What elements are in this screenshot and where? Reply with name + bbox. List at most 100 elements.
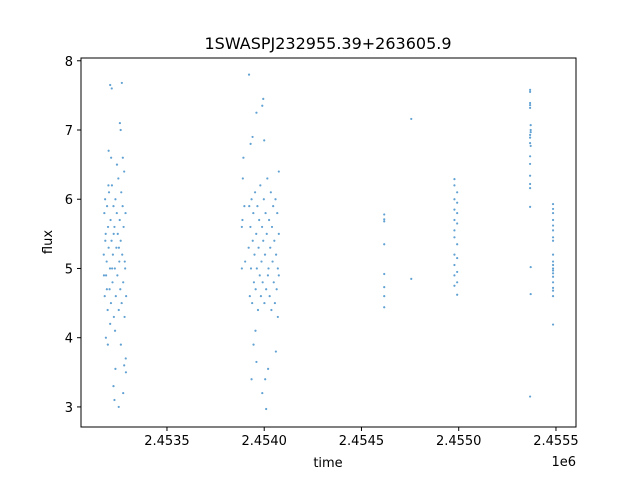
x-offset-label: 1e6 bbox=[551, 455, 576, 470]
data-point bbox=[115, 246, 118, 249]
data-point bbox=[255, 267, 258, 270]
data-point bbox=[119, 343, 122, 346]
data-point bbox=[453, 274, 456, 277]
data-point bbox=[272, 281, 275, 284]
y-tick-label: 8 bbox=[65, 55, 73, 70]
data-point bbox=[277, 170, 280, 173]
data-point bbox=[265, 407, 268, 411]
data-point bbox=[262, 239, 265, 242]
data-point bbox=[269, 246, 272, 249]
data-point bbox=[249, 225, 252, 229]
data-point bbox=[269, 191, 272, 194]
data-point bbox=[104, 198, 107, 201]
data-point bbox=[106, 343, 109, 346]
data-point bbox=[528, 155, 532, 158]
data-point bbox=[276, 267, 279, 270]
data-point bbox=[124, 211, 127, 215]
data-point bbox=[551, 202, 555, 206]
data-point bbox=[551, 281, 555, 284]
data-point bbox=[248, 295, 251, 298]
data-point bbox=[102, 274, 106, 277]
data-point bbox=[105, 288, 108, 291]
chart-title: 1SWASPJ232955.39+263605.9 bbox=[204, 34, 451, 53]
y-tick-label: 7 bbox=[65, 124, 73, 139]
data-point bbox=[255, 111, 258, 114]
data-point bbox=[456, 201, 459, 204]
data-point bbox=[551, 253, 555, 256]
data-point bbox=[263, 253, 267, 256]
data-point bbox=[118, 218, 121, 222]
data-point bbox=[114, 295, 117, 298]
data-point bbox=[528, 187, 532, 190]
data-point bbox=[117, 246, 121, 249]
data-point bbox=[240, 267, 243, 270]
data-point bbox=[122, 391, 125, 395]
data-point bbox=[120, 191, 123, 194]
data-point bbox=[123, 170, 126, 173]
y-axis: 3 4 5 6 7 8 bbox=[65, 55, 81, 416]
data-point bbox=[276, 315, 279, 319]
data-point bbox=[120, 81, 123, 85]
data-point bbox=[243, 205, 246, 208]
data-point bbox=[270, 308, 273, 312]
data-point bbox=[267, 267, 270, 270]
data-point bbox=[453, 178, 456, 181]
data-point bbox=[261, 281, 264, 284]
data-point bbox=[105, 205, 109, 208]
data-point bbox=[118, 121, 121, 125]
data-point bbox=[276, 211, 279, 215]
data-point bbox=[274, 350, 277, 353]
data-point bbox=[251, 239, 254, 242]
data-point bbox=[251, 301, 254, 305]
data-point bbox=[251, 135, 254, 139]
data-point bbox=[383, 218, 386, 221]
data-point bbox=[110, 239, 113, 242]
y-tick-label: 4 bbox=[65, 332, 73, 347]
data-point bbox=[453, 263, 456, 267]
data-point bbox=[272, 205, 275, 208]
data-point bbox=[104, 336, 107, 339]
data-point bbox=[116, 274, 119, 277]
data-point bbox=[453, 208, 456, 211]
data-point bbox=[250, 198, 253, 201]
data-point bbox=[124, 267, 127, 270]
data-point bbox=[551, 236, 555, 239]
data-point bbox=[529, 292, 532, 296]
x-axis: 2.4535 2.4540 2.4545 2.4550 2.4555 bbox=[144, 427, 579, 449]
data-point bbox=[528, 205, 532, 208]
data-point bbox=[551, 272, 555, 275]
data-point bbox=[528, 88, 532, 91]
data-point bbox=[456, 293, 459, 296]
data-point bbox=[456, 256, 459, 260]
data-point bbox=[110, 87, 113, 90]
x-tick-label: 2.4535 bbox=[144, 434, 190, 449]
data-point bbox=[110, 156, 113, 159]
data-point bbox=[453, 184, 456, 187]
data-point bbox=[260, 260, 263, 263]
data-point bbox=[103, 211, 106, 215]
data-point bbox=[528, 133, 532, 136]
data-point bbox=[253, 191, 257, 194]
data-point bbox=[115, 211, 118, 215]
data-point bbox=[117, 308, 120, 312]
data-point bbox=[113, 267, 116, 270]
data-point bbox=[265, 288, 268, 291]
data-point bbox=[529, 144, 532, 148]
data-point bbox=[529, 265, 532, 269]
data-point bbox=[268, 295, 271, 298]
data-point bbox=[113, 329, 117, 332]
data-point bbox=[528, 162, 532, 166]
data-point bbox=[551, 211, 555, 215]
data-point bbox=[456, 222, 459, 225]
data-point bbox=[453, 253, 456, 256]
data-point bbox=[551, 207, 555, 211]
data-point bbox=[528, 90, 532, 94]
data-point bbox=[255, 360, 258, 364]
data-point bbox=[109, 218, 112, 222]
data-point bbox=[122, 281, 125, 284]
data-point bbox=[112, 385, 115, 388]
data-point bbox=[118, 260, 121, 263]
data-point bbox=[260, 225, 264, 229]
data-point bbox=[453, 198, 456, 201]
data-point bbox=[115, 163, 119, 166]
